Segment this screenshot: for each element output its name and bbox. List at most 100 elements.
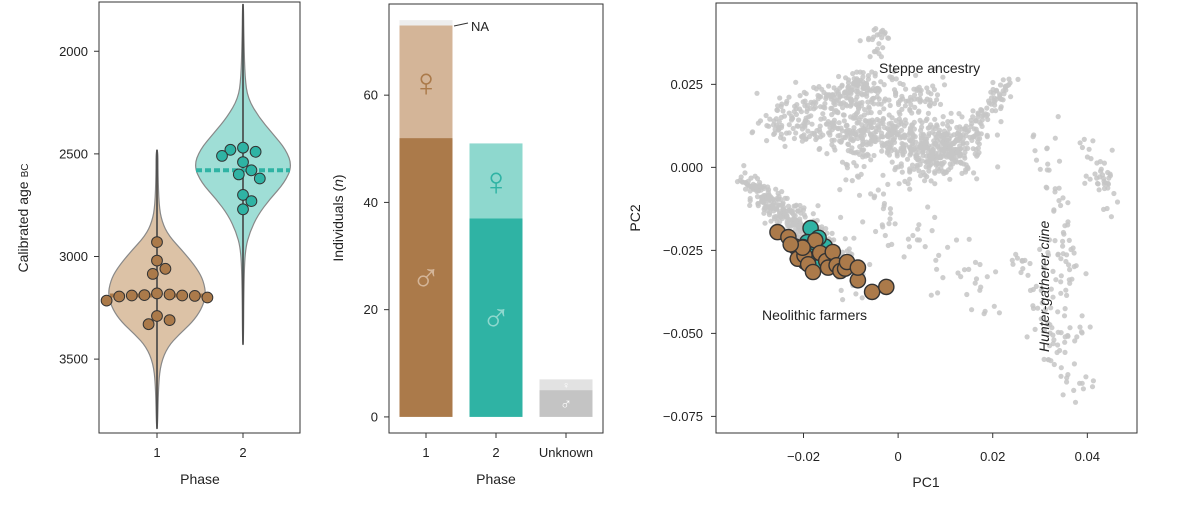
reference-sample-dot xyxy=(1060,243,1066,249)
pca-plot-frame xyxy=(715,2,1138,434)
reference-sample-dot xyxy=(1035,305,1041,311)
violin-y-axis-label-main: Calibrated age xyxy=(15,181,31,272)
reference-sample-dot xyxy=(901,145,907,151)
violin-y-tick-label: 3500 xyxy=(59,352,88,367)
violin-point-phase-2 xyxy=(253,172,266,185)
reference-sample-dot xyxy=(902,103,909,109)
reference-sample-dot xyxy=(776,210,783,217)
reference-sample-dot xyxy=(934,97,940,103)
female-symbol-1: ♀ xyxy=(411,61,441,105)
reference-sample-dot xyxy=(870,85,877,92)
reference-sample-dot xyxy=(1055,329,1061,335)
reference-sample-dot xyxy=(938,146,944,152)
reference-sample-dot xyxy=(762,204,768,210)
reference-sample-dot xyxy=(986,98,992,104)
reference-sample-dot xyxy=(1002,84,1009,90)
reference-sample-dot xyxy=(794,102,800,108)
reference-sample-dot xyxy=(840,105,846,111)
reference-sample-dot xyxy=(941,141,947,147)
reference-sample-dot xyxy=(946,126,953,132)
reference-sample-dot xyxy=(779,101,785,107)
reference-sample-dot xyxy=(1101,160,1107,166)
reference-sample-dot xyxy=(798,221,804,227)
reference-sample-dot xyxy=(994,132,1001,138)
reference-sample-dot xyxy=(932,169,938,175)
reference-sample-dot xyxy=(1055,114,1061,120)
reference-sample-dot xyxy=(781,136,787,142)
reference-sample-dot xyxy=(774,206,780,212)
reference-sample-dot xyxy=(773,116,779,122)
na-annotation: NA xyxy=(471,19,489,34)
reference-sample-dot xyxy=(1073,263,1079,269)
reference-sample-dot xyxy=(959,114,965,120)
reference-sample-dot xyxy=(841,118,847,124)
reference-sample-dot xyxy=(910,142,916,149)
reference-sample-dot xyxy=(899,169,905,175)
reference-sample-dot xyxy=(922,178,928,184)
violin-point-phase-1 xyxy=(188,290,201,302)
reference-sample-dot xyxy=(1062,306,1068,312)
reference-sample-dot xyxy=(878,79,884,85)
violin-plot-frame xyxy=(98,1,301,434)
reference-sample-dot xyxy=(847,103,854,109)
reference-sample-dot xyxy=(1062,349,1068,355)
reference-sample-dot xyxy=(1027,287,1034,293)
bar-x-tick-label: Unknown xyxy=(539,445,593,460)
reference-sample-dot xyxy=(1056,198,1062,204)
reference-sample-dot xyxy=(954,159,960,165)
reference-sample-dot xyxy=(976,119,983,125)
reference-sample-dot xyxy=(827,129,833,136)
reference-sample-dot xyxy=(1071,250,1077,256)
reference-sample-dot xyxy=(922,244,928,250)
reference-sample-dot xyxy=(885,131,891,137)
bar-y-tick-label: 60 xyxy=(364,88,378,103)
reference-sample-dot xyxy=(907,128,914,134)
violin-x-tick-label: 2 xyxy=(239,445,246,460)
hunter-gatherer-annotation: Hunter-gatherer cline xyxy=(1036,221,1052,352)
reference-sample-dot xyxy=(877,109,883,115)
sample-point-phase-1 xyxy=(804,263,822,281)
reference-sample-dot xyxy=(855,135,861,142)
reference-sample-dot xyxy=(932,116,938,122)
reference-sample-dot xyxy=(752,173,758,179)
reference-sample-dot xyxy=(844,165,851,171)
reference-sample-dot xyxy=(791,135,798,142)
reference-sample-dot xyxy=(741,163,747,169)
reference-sample-dot xyxy=(886,97,892,103)
reference-sample-dot xyxy=(905,236,912,242)
reference-sample-dot xyxy=(926,168,932,174)
reference-sample-dot xyxy=(1044,146,1050,152)
reference-sample-dot xyxy=(925,204,931,210)
reference-sample-dot xyxy=(995,164,1001,170)
reference-sample-dot xyxy=(907,152,913,158)
reference-sample-dot xyxy=(1067,325,1073,331)
reference-sample-dot xyxy=(931,138,937,144)
reference-sample-dot xyxy=(845,141,852,148)
reference-sample-dot xyxy=(778,131,785,137)
pca-y-tick-label: −0.075 xyxy=(663,409,703,424)
reference-sample-dot xyxy=(1038,287,1044,293)
reference-population-cloud xyxy=(734,26,1121,405)
reference-sample-dot xyxy=(777,95,783,101)
reference-sample-dot xyxy=(924,174,930,180)
reference-sample-dot xyxy=(927,152,933,158)
reference-sample-dot xyxy=(940,121,946,127)
reference-sample-dot xyxy=(969,121,975,127)
bar-male-unknown xyxy=(539,390,593,417)
reference-sample-dot xyxy=(889,74,895,81)
reference-sample-dot xyxy=(1037,166,1043,172)
reference-sample-dot xyxy=(879,148,885,154)
reference-sample-dot xyxy=(915,157,922,163)
reference-sample-dot xyxy=(1070,245,1076,251)
reference-sample-dot xyxy=(954,130,961,137)
reference-sample-dot xyxy=(1101,178,1107,184)
reference-sample-dot xyxy=(879,35,885,41)
reference-sample-dot xyxy=(972,280,978,286)
violin-point-phase-2 xyxy=(224,143,237,156)
violin-point-phase-2 xyxy=(237,189,249,201)
reference-sample-dot xyxy=(760,198,766,205)
reference-sample-dot xyxy=(955,270,961,276)
reference-sample-dot xyxy=(858,132,864,139)
reference-sample-dot xyxy=(928,292,934,298)
reference-sample-dot xyxy=(856,117,863,123)
